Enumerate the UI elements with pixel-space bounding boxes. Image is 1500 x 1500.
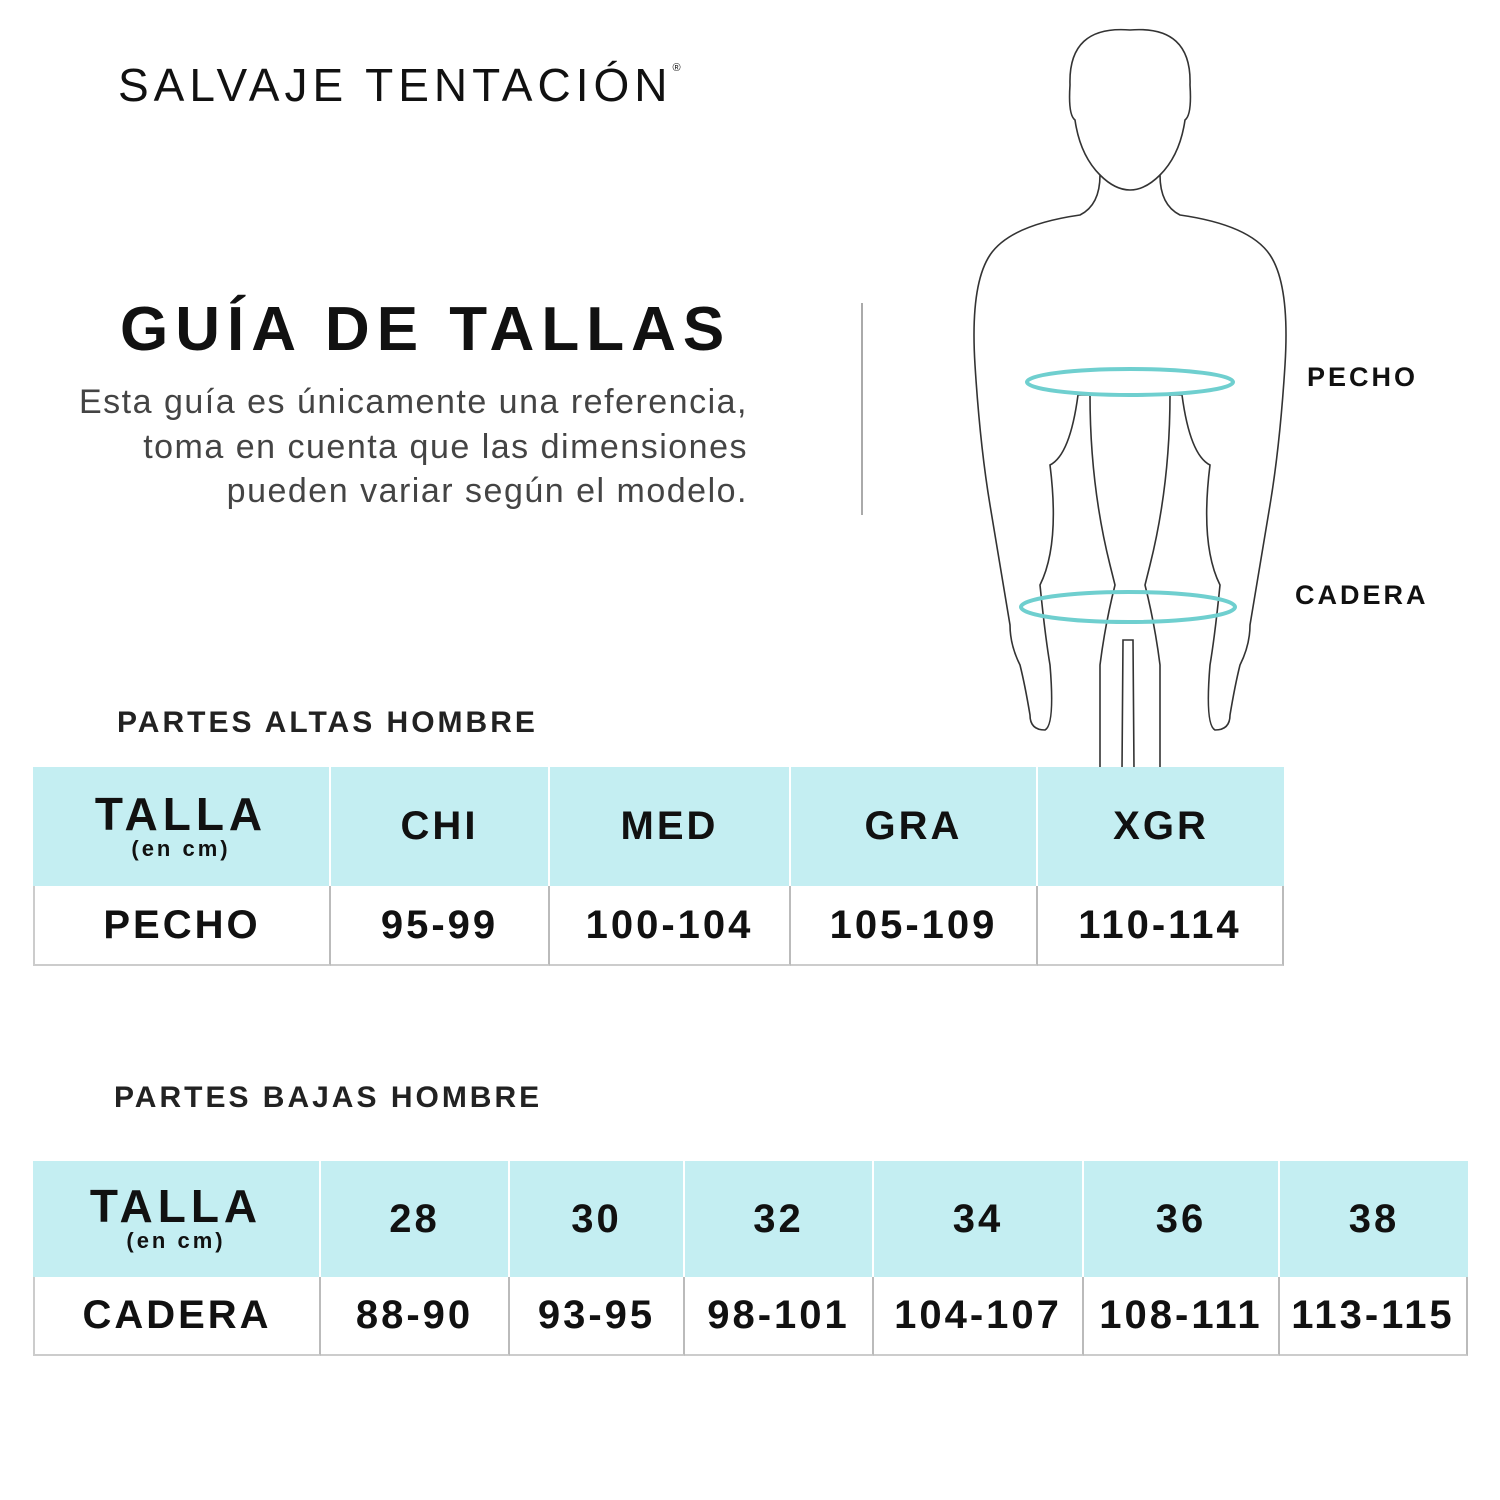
- value-cell: 100-104: [550, 886, 791, 966]
- value-cell: 95-99: [331, 886, 550, 966]
- unit-label: (en cm): [126, 1228, 226, 1253]
- value-cell: 105-109: [791, 886, 1038, 966]
- chest-ring: [1025, 367, 1235, 397]
- value-cell: 98-101: [685, 1277, 874, 1356]
- value-cell: 110-114: [1038, 886, 1284, 966]
- page-title: GUÍA DE TALLAS: [120, 295, 732, 364]
- brand-name: SALVAJE TENTACIÓN: [118, 59, 673, 111]
- value-cell: 113-115: [1280, 1277, 1468, 1356]
- header-cell-size: 34: [874, 1161, 1084, 1277]
- chest-label: PECHO: [1307, 362, 1419, 392]
- body-figure-illustration: [973, 28, 1287, 770]
- hip-ring: [1019, 590, 1237, 624]
- value-cell: 104-107: [874, 1277, 1084, 1356]
- talla-label: TALLA: [89, 1180, 263, 1232]
- header-cell-size: GRA: [791, 767, 1038, 886]
- value-cell: 108-111: [1084, 1277, 1280, 1356]
- hip-label: CADERA: [1295, 580, 1429, 610]
- row-label-pecho: PECHO: [33, 886, 331, 966]
- header-cell-size: 30: [510, 1161, 685, 1277]
- head-detail: [1099, 174, 1161, 191]
- header-cell-talla: TALLA (en cm): [33, 767, 331, 886]
- header-cell-size: 36: [1084, 1161, 1280, 1277]
- header-cell-size: 38: [1280, 1161, 1468, 1277]
- divider: [861, 303, 863, 515]
- value-cell: 93-95: [510, 1277, 685, 1356]
- header-cell-talla: TALLA (en cm): [33, 1161, 321, 1277]
- header-cell-size: MED: [550, 767, 791, 886]
- description: Esta guía es únicamente una referencia, …: [79, 383, 748, 510]
- unit-label: (en cm): [131, 835, 231, 861]
- row-label-cadera: CADERA: [33, 1277, 321, 1356]
- top-size-table: TALLA (en cm) CHI MED GRA XGR PECHO 95-99…: [33, 767, 1284, 966]
- value-cell: 88-90: [321, 1277, 510, 1356]
- talla-label: TALLA: [94, 787, 268, 840]
- leg-gap: [1121, 639, 1135, 770]
- header-cell-size: 32: [685, 1161, 874, 1277]
- body-outline: [973, 28, 1287, 770]
- header-cell-size: CHI: [331, 767, 550, 886]
- section-title-top: PARTES ALTAS HOMBRE: [117, 706, 538, 739]
- brand-logo: SALVAJE TENTACIÓN®: [118, 58, 681, 112]
- section-title-bottom: PARTES BAJAS HOMBRE: [114, 1081, 543, 1114]
- header-cell-size: 28: [321, 1161, 510, 1277]
- header-cell-size: XGR: [1038, 767, 1284, 886]
- registered-mark: ®: [672, 62, 681, 74]
- bottom-size-table: TALLA (en cm) 28 30 32 34 36 38 CADERA 88…: [33, 1161, 1468, 1356]
